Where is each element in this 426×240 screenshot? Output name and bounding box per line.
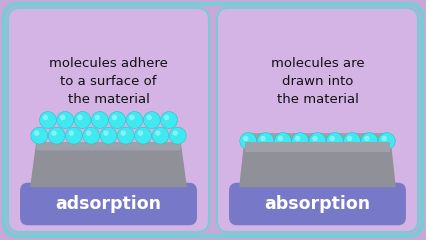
FancyBboxPatch shape <box>20 183 197 225</box>
Circle shape <box>330 136 335 141</box>
Circle shape <box>129 115 135 120</box>
Circle shape <box>34 130 40 136</box>
Circle shape <box>40 112 56 128</box>
Circle shape <box>260 136 266 141</box>
Circle shape <box>143 112 160 128</box>
Circle shape <box>152 127 169 144</box>
FancyBboxPatch shape <box>8 8 209 232</box>
Circle shape <box>52 130 57 136</box>
Circle shape <box>74 112 91 128</box>
Circle shape <box>257 132 274 150</box>
Circle shape <box>92 112 108 128</box>
FancyBboxPatch shape <box>245 133 390 143</box>
Circle shape <box>364 136 370 141</box>
Circle shape <box>100 127 117 144</box>
Circle shape <box>118 127 134 144</box>
Circle shape <box>31 127 48 144</box>
Circle shape <box>43 115 48 120</box>
Text: adsorption: adsorption <box>55 195 161 213</box>
Circle shape <box>60 115 66 120</box>
FancyBboxPatch shape <box>4 4 422 236</box>
Circle shape <box>83 127 100 144</box>
FancyBboxPatch shape <box>36 142 181 150</box>
Circle shape <box>121 130 126 136</box>
FancyBboxPatch shape <box>245 142 390 152</box>
Circle shape <box>361 132 378 150</box>
Circle shape <box>278 136 283 141</box>
FancyBboxPatch shape <box>217 8 418 232</box>
Circle shape <box>344 132 360 150</box>
Circle shape <box>103 130 109 136</box>
Circle shape <box>135 127 152 144</box>
Circle shape <box>126 112 143 128</box>
Circle shape <box>292 132 308 150</box>
Circle shape <box>109 112 126 128</box>
Circle shape <box>295 136 300 141</box>
Circle shape <box>86 130 91 136</box>
Polygon shape <box>30 142 187 187</box>
Circle shape <box>57 112 74 128</box>
Circle shape <box>312 136 318 141</box>
Text: molecules adhere
to a surface of
the material: molecules adhere to a surface of the mat… <box>49 57 168 106</box>
Circle shape <box>138 130 143 136</box>
Circle shape <box>382 136 387 141</box>
Circle shape <box>95 115 100 120</box>
Text: molecules are
drawn into
the material: molecules are drawn into the material <box>271 57 364 106</box>
Circle shape <box>112 115 117 120</box>
Circle shape <box>164 115 169 120</box>
Circle shape <box>243 136 248 141</box>
Circle shape <box>48 127 65 144</box>
Polygon shape <box>239 133 396 187</box>
Circle shape <box>161 112 178 128</box>
Circle shape <box>66 127 82 144</box>
Circle shape <box>309 132 326 150</box>
Circle shape <box>326 132 343 150</box>
Circle shape <box>240 132 257 150</box>
Circle shape <box>169 127 186 144</box>
Circle shape <box>274 132 291 150</box>
Circle shape <box>378 132 395 150</box>
Circle shape <box>155 130 161 136</box>
Circle shape <box>347 136 352 141</box>
Text: absorption: absorption <box>265 195 371 213</box>
FancyBboxPatch shape <box>229 183 406 225</box>
Circle shape <box>173 130 178 136</box>
Circle shape <box>147 115 152 120</box>
Circle shape <box>69 130 74 136</box>
Circle shape <box>77 115 83 120</box>
